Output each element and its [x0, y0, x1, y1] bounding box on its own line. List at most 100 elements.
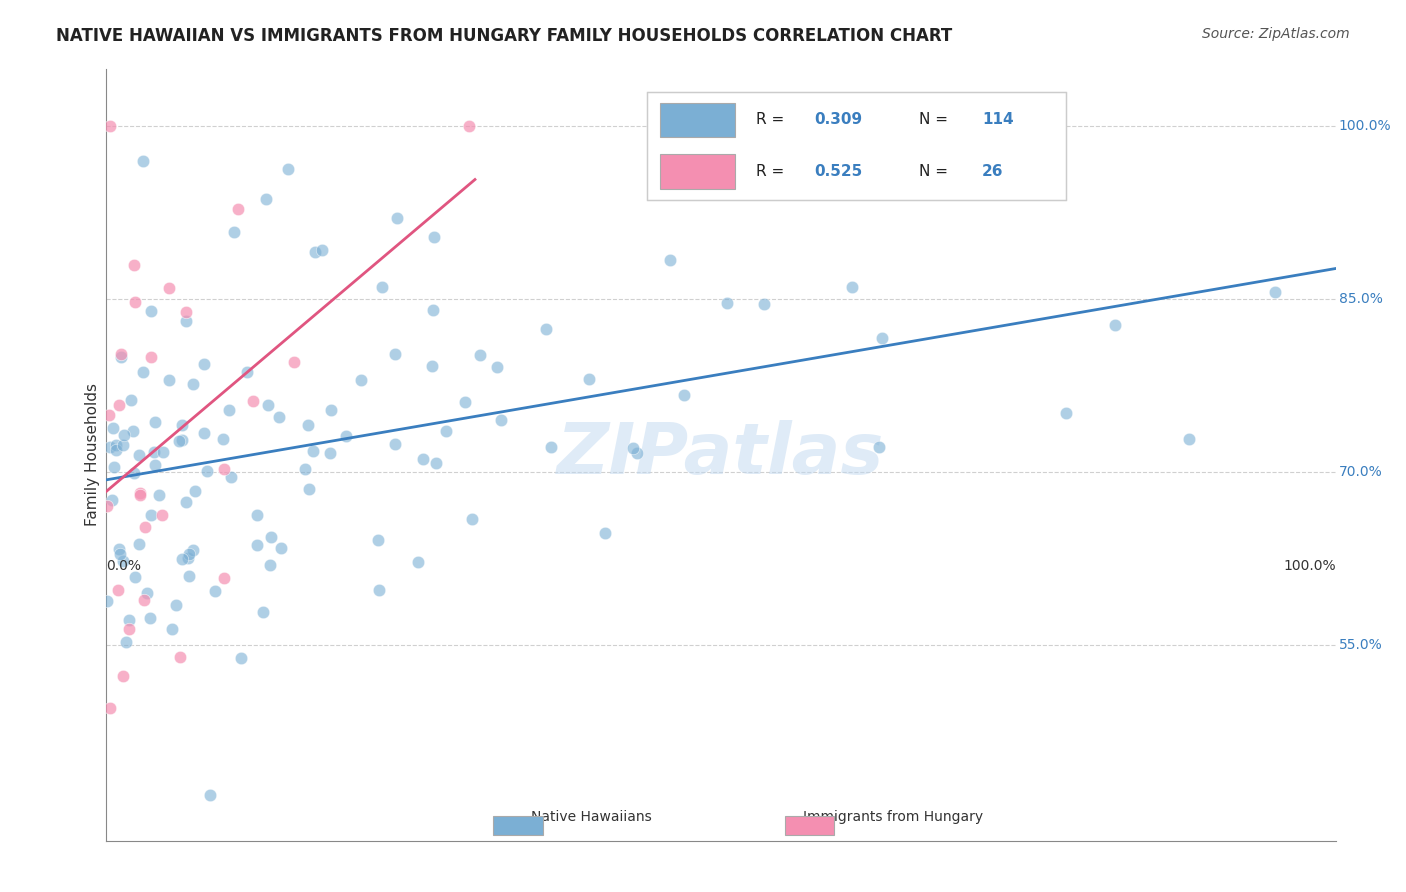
Point [115, 635, 138, 649]
Text: 100.0%: 100.0% [1284, 559, 1336, 574]
Point [132, 592, 155, 607]
Point [270, 541, 292, 555]
Point [169, 649, 191, 664]
Point [259, 530, 281, 544]
Point [302, 444, 325, 458]
Point [367, 583, 389, 598]
Y-axis label: Family Households: Family Households [86, 384, 100, 526]
Point [252, 606, 274, 620]
Point [754, 297, 776, 311]
Point [105, 438, 128, 452]
Point [257, 398, 280, 412]
Point [219, 469, 242, 483]
Point [143, 458, 166, 472]
Point [107, 582, 129, 597]
Point [335, 429, 357, 443]
Point [626, 446, 648, 460]
Point [100, 440, 122, 454]
Point [536, 321, 558, 335]
Point [160, 623, 183, 637]
Point [179, 547, 201, 561]
Point [420, 359, 443, 373]
Point [132, 153, 155, 168]
Point [134, 519, 156, 533]
Text: Source: ZipAtlas.com: Source: ZipAtlas.com [1202, 27, 1350, 41]
Text: Immigrants from Hungary: Immigrants from Hungary [803, 810, 983, 824]
Point [254, 192, 277, 206]
Point [212, 571, 235, 585]
Point [1054, 406, 1077, 420]
Point [422, 303, 444, 318]
Text: ZIPatlas: ZIPatlas [557, 420, 884, 490]
Point [100, 493, 122, 508]
Point [124, 569, 146, 583]
Point [311, 243, 333, 257]
Point [229, 650, 252, 665]
Text: Native Hawaiians: Native Hawaiians [531, 810, 652, 824]
Point [96, 499, 118, 513]
Point [96, 594, 118, 608]
Point [1264, 285, 1286, 300]
Point [108, 541, 131, 556]
Point [269, 409, 291, 424]
Point [304, 244, 326, 259]
Point [117, 613, 139, 627]
Point [170, 551, 193, 566]
FancyBboxPatch shape [494, 816, 543, 835]
Point [184, 483, 207, 498]
Point [297, 418, 319, 433]
Point [298, 482, 321, 496]
Point [367, 533, 389, 547]
Point [319, 446, 342, 460]
Point [387, 211, 409, 226]
Point [384, 347, 406, 361]
Point [870, 331, 893, 345]
Text: 100.0%: 100.0% [1339, 120, 1392, 133]
Point [177, 551, 200, 566]
Point [491, 413, 513, 427]
Text: 55.0%: 55.0% [1339, 639, 1382, 652]
Point [124, 295, 146, 310]
Point [578, 372, 600, 386]
Point [236, 365, 259, 379]
Point [172, 433, 194, 447]
Point [436, 424, 458, 438]
Point [181, 377, 204, 392]
Point [277, 162, 299, 177]
Point [246, 538, 269, 552]
Point [132, 365, 155, 379]
Point [621, 441, 644, 455]
Point [181, 543, 204, 558]
Point [129, 488, 152, 502]
Point [259, 558, 281, 573]
Point [761, 177, 783, 191]
Point [422, 229, 444, 244]
Point [129, 486, 152, 500]
Point [148, 488, 170, 502]
Point [319, 403, 342, 417]
Point [412, 452, 434, 467]
Point [110, 547, 132, 561]
Point [1104, 318, 1126, 333]
Point [294, 462, 316, 476]
Point [174, 495, 197, 509]
Point [150, 508, 173, 523]
Point [659, 253, 682, 268]
Point [204, 583, 226, 598]
Point [143, 445, 166, 459]
Point [112, 428, 135, 442]
Point [98, 119, 121, 133]
Point [461, 512, 484, 526]
Point [139, 611, 162, 625]
Point [593, 526, 616, 541]
Point [120, 393, 142, 408]
Point [457, 119, 479, 133]
Point [224, 225, 246, 239]
Point [195, 464, 218, 478]
Point [128, 448, 150, 462]
Point [350, 373, 373, 387]
Point [212, 462, 235, 476]
Point [111, 669, 134, 683]
Point [485, 359, 508, 374]
Point [118, 622, 141, 636]
